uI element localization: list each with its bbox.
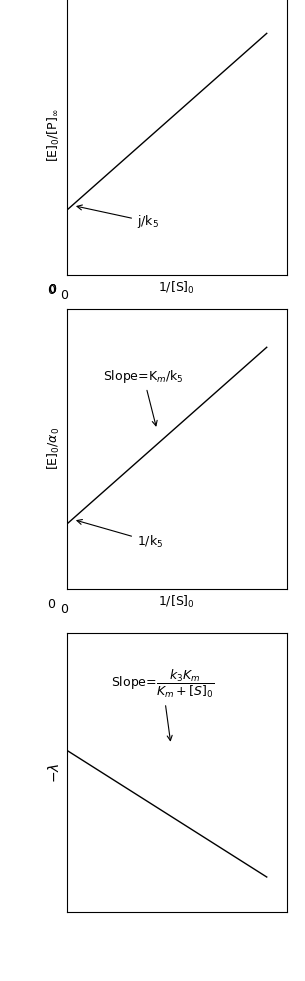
Text: 0: 0 — [48, 284, 56, 296]
Text: j/k$_5$: j/k$_5$ — [77, 205, 159, 231]
Text: 0: 0 — [47, 598, 55, 611]
Text: 0: 0 — [60, 289, 68, 302]
Y-axis label: $-\lambda$: $-\lambda$ — [47, 762, 62, 783]
Text: 0: 0 — [60, 603, 68, 616]
Y-axis label: [E]$_0$/[P]$_{\infty}$: [E]$_0$/[P]$_{\infty}$ — [45, 108, 62, 162]
Y-axis label: [E]$_0$/$\alpha_0$: [E]$_0$/$\alpha_0$ — [45, 428, 62, 470]
Text: Slope=$\dfrac{k_3K_m}{K_m+[S]_0}$: Slope=$\dfrac{k_3K_m}{K_m+[S]_0}$ — [111, 668, 214, 741]
Text: 1/k$_5$: 1/k$_5$ — [77, 520, 163, 549]
Text: 0: 0 — [47, 284, 55, 297]
Text: 0: 0 — [48, 284, 56, 296]
X-axis label: 1/[S]$_0$: 1/[S]$_0$ — [158, 594, 196, 610]
Text: Slope=K$_m$/k$_5$: Slope=K$_m$/k$_5$ — [103, 368, 184, 426]
X-axis label: 1/[S]$_0$: 1/[S]$_0$ — [158, 281, 196, 296]
